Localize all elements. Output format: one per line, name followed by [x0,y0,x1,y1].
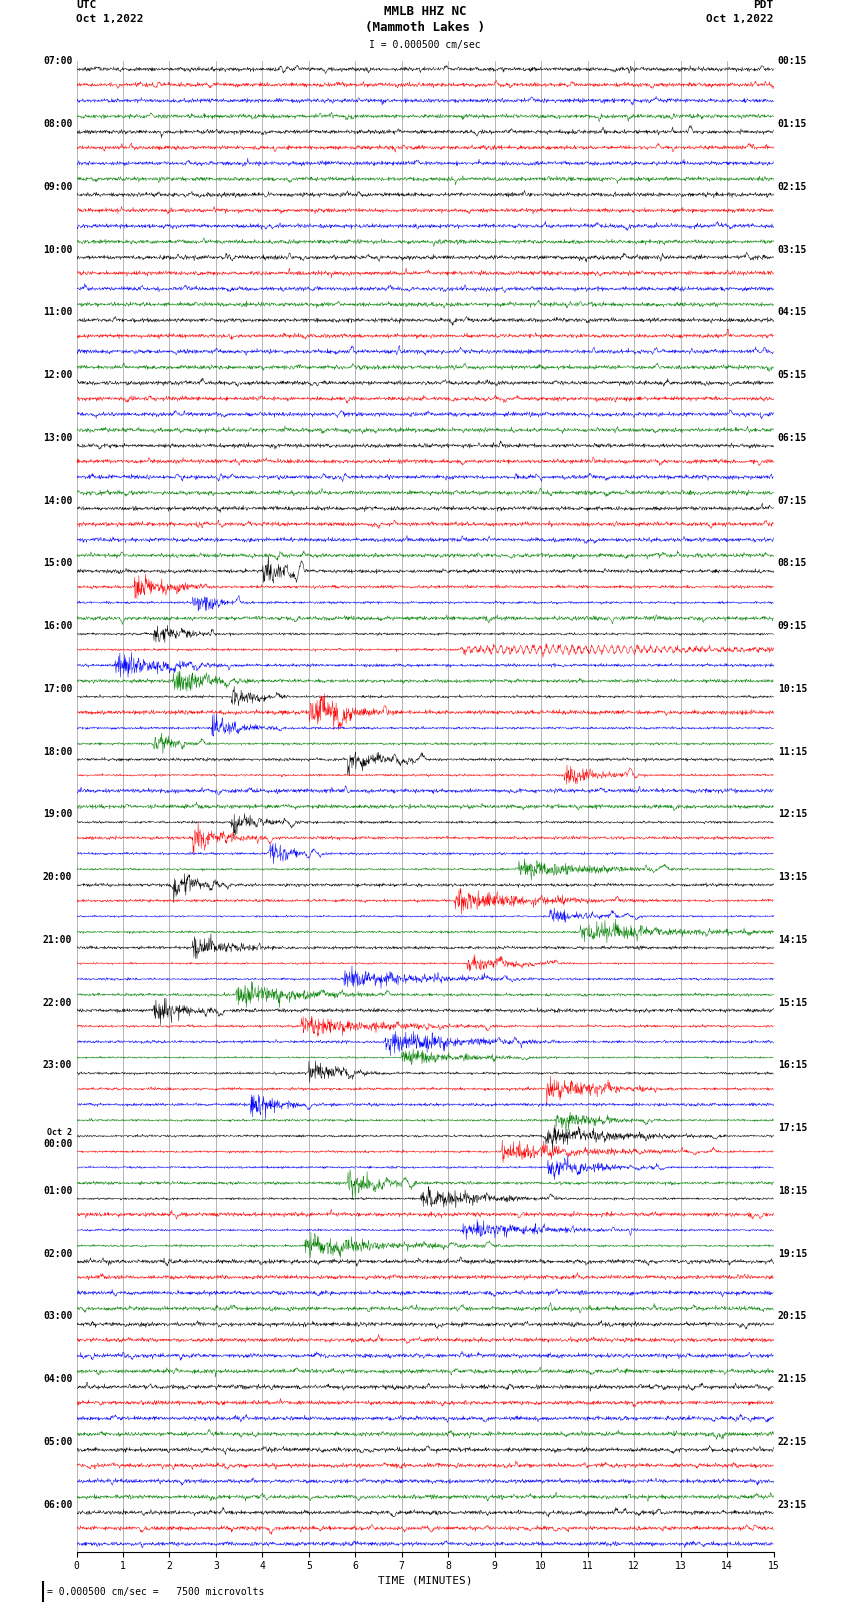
Text: 20:15: 20:15 [778,1311,807,1321]
Text: Oct 1,2022: Oct 1,2022 [706,15,774,24]
Text: 17:00: 17:00 [42,684,72,694]
Text: 16:00: 16:00 [42,621,72,631]
Text: 12:00: 12:00 [42,369,72,381]
Text: 09:15: 09:15 [778,621,807,631]
Text: 11:00: 11:00 [42,308,72,318]
Text: 17:15: 17:15 [778,1123,807,1132]
Text: UTC: UTC [76,0,97,10]
Text: 18:15: 18:15 [778,1186,807,1195]
Text: 15:15: 15:15 [778,997,807,1008]
Text: 13:00: 13:00 [42,432,72,444]
Text: 11:15: 11:15 [778,747,807,756]
Text: 07:15: 07:15 [778,495,807,505]
Text: 04:15: 04:15 [778,308,807,318]
Text: 22:15: 22:15 [778,1437,807,1447]
Text: 01:15: 01:15 [778,119,807,129]
Text: 10:00: 10:00 [42,245,72,255]
Text: 01:00: 01:00 [42,1186,72,1195]
Text: 15:00: 15:00 [42,558,72,568]
Text: 14:00: 14:00 [42,495,72,505]
Text: 07:00: 07:00 [42,56,72,66]
Text: Oct 1,2022: Oct 1,2022 [76,15,144,24]
Text: (Mammoth Lakes ): (Mammoth Lakes ) [365,21,485,34]
Text: PDT: PDT [753,0,774,10]
Text: 06:15: 06:15 [778,432,807,444]
X-axis label: TIME (MINUTES): TIME (MINUTES) [377,1576,473,1586]
Text: 23:15: 23:15 [778,1500,807,1510]
Text: 21:15: 21:15 [778,1374,807,1384]
Text: 14:15: 14:15 [778,936,807,945]
Text: 02:00: 02:00 [42,1248,72,1258]
Text: = 0.000500 cm/sec =   7500 microvolts: = 0.000500 cm/sec = 7500 microvolts [47,1587,264,1597]
Text: 04:00: 04:00 [42,1374,72,1384]
Text: 05:15: 05:15 [778,369,807,381]
Text: 20:00: 20:00 [42,873,72,882]
Text: I = 0.000500 cm/sec: I = 0.000500 cm/sec [369,40,481,50]
Text: 03:15: 03:15 [778,245,807,255]
Text: 00:15: 00:15 [778,56,807,66]
Text: 05:00: 05:00 [42,1437,72,1447]
Text: 10:15: 10:15 [778,684,807,694]
Text: 02:15: 02:15 [778,182,807,192]
Text: Oct 2: Oct 2 [48,1129,72,1137]
Text: 09:00: 09:00 [42,182,72,192]
Text: 13:15: 13:15 [778,873,807,882]
Text: 16:15: 16:15 [778,1060,807,1071]
Text: MMLB HHZ NC: MMLB HHZ NC [383,5,467,18]
Text: 22:00: 22:00 [42,997,72,1008]
Text: 19:00: 19:00 [42,810,72,819]
Text: 19:15: 19:15 [778,1248,807,1258]
Text: 06:00: 06:00 [42,1500,72,1510]
Text: 03:00: 03:00 [42,1311,72,1321]
Text: 08:00: 08:00 [42,119,72,129]
Text: 12:15: 12:15 [778,810,807,819]
Text: 00:00: 00:00 [42,1139,72,1148]
Text: 08:15: 08:15 [778,558,807,568]
Text: 18:00: 18:00 [42,747,72,756]
Text: 21:00: 21:00 [42,936,72,945]
Text: 23:00: 23:00 [42,1060,72,1071]
